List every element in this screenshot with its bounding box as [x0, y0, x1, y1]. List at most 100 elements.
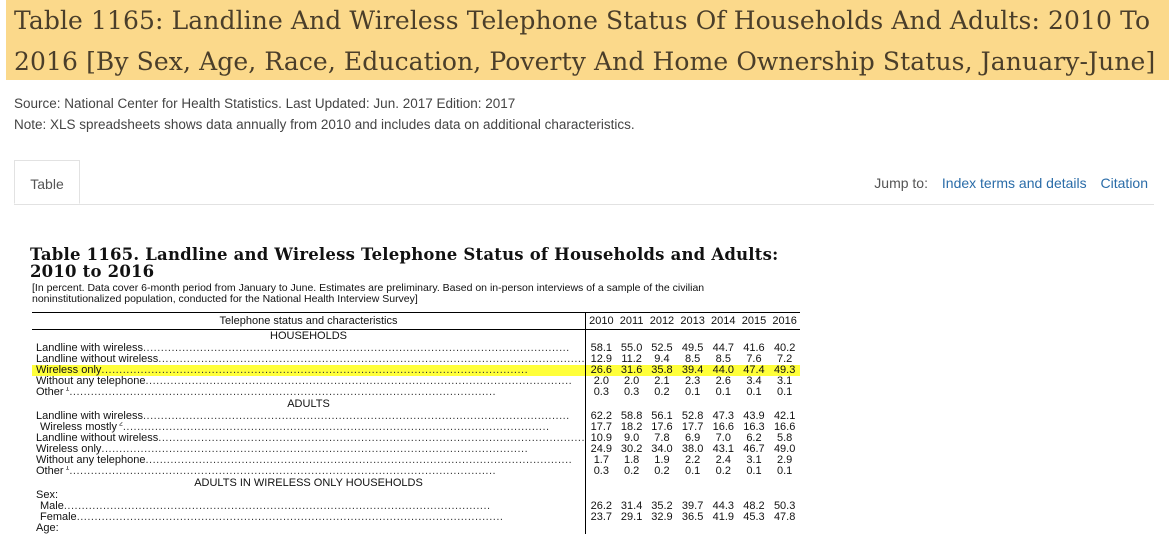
value-cell: 0.1	[746, 386, 762, 398]
value-cell: 49.5	[681, 342, 704, 354]
table-row: Wireless mostly 2.......................…	[32, 422, 800, 433]
leader-dots: ........................................…	[63, 501, 491, 512]
value-cell: 1.9	[654, 454, 670, 466]
value-cell: 16.6	[712, 421, 734, 433]
table-subheader-row: Age:	[32, 523, 800, 534]
value-cell: 55.0	[620, 342, 643, 354]
value-cell: 0.2	[654, 465, 670, 477]
jump-to-nav: Jump to: Index terms and details Citatio…	[874, 175, 1148, 191]
value-cell: 43.9	[743, 410, 765, 422]
leader-dots: ........................................…	[143, 343, 570, 354]
value-cell: 39.7	[681, 500, 704, 512]
note-line: Note: XLS spreadsheets shows data annual…	[14, 117, 635, 132]
empty-cell	[647, 477, 678, 490]
table-header-row: Telephone status and characteristics 2010…	[32, 312, 800, 330]
value-cell: 29.1	[620, 511, 643, 523]
empty-cell	[617, 330, 647, 344]
value-cell: 31.6	[616, 365, 647, 376]
column-header-year: 2015	[738, 312, 770, 330]
source-line: Source: National Center for Health Stati…	[14, 96, 516, 111]
empty-cell	[708, 330, 739, 344]
column-header-label: Telephone status and characteristics	[32, 312, 587, 330]
jump-to-label: Jump to:	[874, 175, 928, 191]
value-cell: 2.2	[684, 454, 701, 466]
value-cell: 52.8	[681, 410, 704, 422]
leader-dots: ........................................…	[76, 512, 504, 523]
row-label: Landline without wireless...............…	[32, 354, 587, 365]
table-row: Wireless only...........................…	[32, 444, 800, 455]
row-label: Without any telephone...................…	[32, 455, 587, 466]
value-cell: 58.8	[620, 410, 643, 422]
value-cell: 45.3	[743, 511, 765, 523]
value-cell: 2.0	[623, 375, 640, 387]
row-label: Age:	[32, 523, 587, 534]
leader-dots: ........................................…	[69, 387, 497, 398]
empty-cell	[617, 523, 647, 534]
table-row: Landline with wireless..................…	[32, 343, 800, 354]
column-header-year: 2012	[646, 312, 678, 330]
row-label-text: Landline with wireless	[36, 343, 143, 354]
value-cell: 5.8	[777, 432, 793, 444]
value-cell: 3.1	[777, 375, 793, 387]
value-cell: 34.0	[651, 443, 673, 455]
value-cell: 58.1	[590, 342, 613, 354]
table-subheader-row: Sex:	[32, 490, 800, 501]
value-cell: 24.9	[590, 443, 613, 455]
value-cell: 18.2	[620, 421, 643, 433]
table-row: Landline without wireless...............…	[32, 433, 800, 444]
empty-cell	[647, 330, 678, 344]
leader-dots: ........................................…	[158, 433, 586, 444]
row-label-text: Other	[36, 466, 64, 477]
table-row: Landline without wireless...............…	[32, 354, 800, 365]
value-cell: 0.2	[715, 465, 731, 477]
value-cell: 48.2	[743, 500, 765, 512]
value-cell: 2.9	[777, 454, 793, 466]
value-cell: 0.3	[593, 465, 609, 477]
leader-dots: ........................................…	[145, 455, 573, 466]
value-cell: 8.5	[715, 353, 731, 365]
value-cell: 7.2	[777, 353, 793, 365]
value-cell: 62.2	[590, 410, 613, 422]
value-cell: 44.3	[712, 500, 734, 512]
empty-cell	[739, 330, 770, 344]
value-cell: 35.8	[646, 365, 678, 376]
value-cell: 7.6	[746, 353, 762, 365]
value-cell: 26.2	[590, 500, 613, 512]
value-cell: 3.1	[746, 454, 762, 466]
citation-link[interactable]: Citation	[1100, 175, 1148, 191]
value-cell: 2.6	[715, 375, 731, 387]
footnote-marker: 1	[63, 387, 70, 393]
column-header-year: 2011	[616, 312, 647, 330]
row-label: Landline without wireless...............…	[32, 433, 587, 444]
column-header-year: 2014	[707, 312, 739, 330]
value-cell: 11.2	[621, 353, 642, 365]
value-cell: 30.2	[620, 443, 643, 455]
value-cell: 44.0	[707, 365, 739, 376]
value-cell: 0.3	[593, 386, 609, 398]
value-cell: 0.1	[684, 386, 701, 398]
row-label-text: Female	[40, 512, 77, 523]
leader-dots: ........................................…	[101, 365, 529, 376]
value-cell: 31.4	[620, 500, 643, 512]
table-row: Without any telephone...................…	[32, 376, 800, 387]
value-cell: 1.7	[593, 454, 609, 466]
value-cell: 38.0	[681, 443, 704, 455]
row-label: Male....................................…	[32, 501, 587, 512]
table-row: Wireless only...........................…	[32, 365, 800, 376]
page-title: Table 1165: Landline And Wireless Teleph…	[14, 6, 1156, 76]
table-row: Other 1.................................…	[32, 387, 800, 398]
value-cell: 47.4	[738, 365, 770, 376]
value-cell: 9.0	[623, 432, 640, 444]
row-label-text: Wireless only	[36, 444, 102, 455]
value-cell: 35.2	[651, 500, 673, 512]
value-cell: 16.3	[743, 421, 765, 433]
row-label-text: Without any telephone	[36, 376, 146, 387]
row-label-text: Landline with wireless	[36, 411, 143, 422]
scan-note: [In percent. Data cover 6-month period f…	[32, 282, 705, 305]
tab-table[interactable]: Table	[14, 160, 80, 204]
value-cell: 0.1	[715, 386, 731, 398]
value-cell: 41.9	[712, 511, 734, 523]
value-cell: 39.4	[677, 365, 708, 376]
page-title-band: Table 1165: Landline And Wireless Teleph…	[6, 0, 1169, 80]
index-terms-link[interactable]: Index terms and details	[941, 175, 1087, 191]
